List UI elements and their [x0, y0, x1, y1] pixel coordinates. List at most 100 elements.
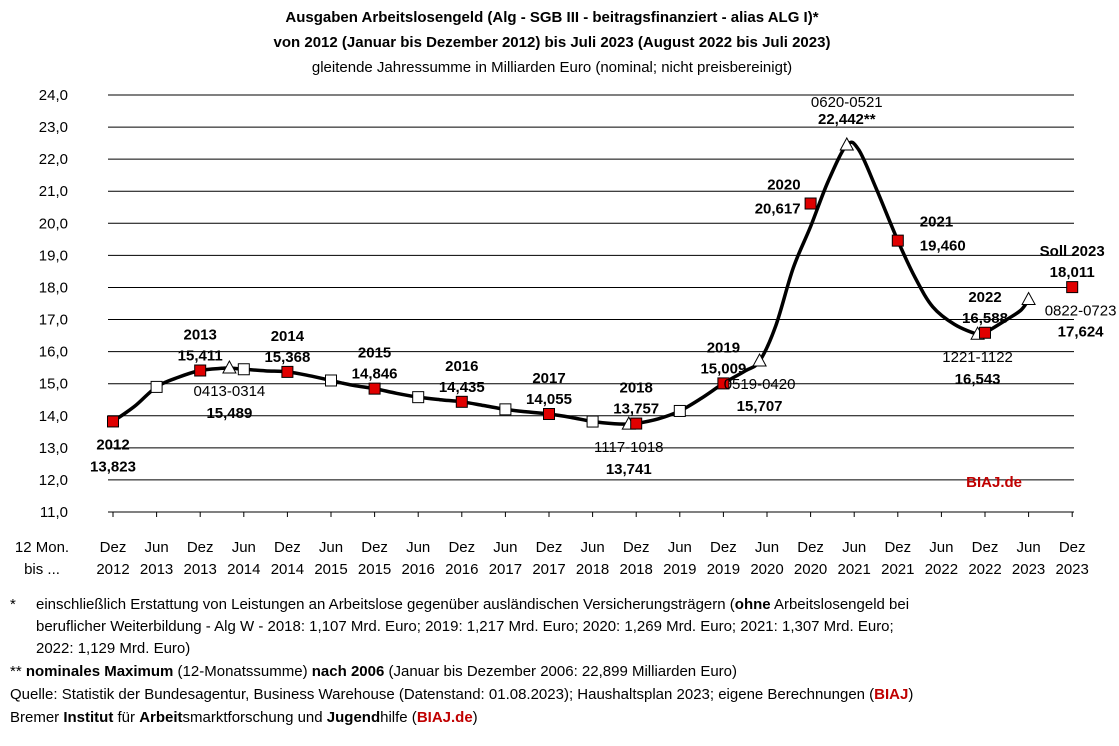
x-tick-label-month: Jun [493, 539, 517, 556]
x-tick-label-year: 2013 [140, 561, 173, 578]
inst-7: hilfe ( [380, 709, 417, 726]
marker-year-end [1066, 281, 1079, 294]
chart: Ausgaben Arbeitslosengeld (Alg - SGB III… [15, 9, 1117, 578]
x-tick-label-month: Jun [406, 539, 430, 556]
footnote-2-text-d: nach 2006 [311, 663, 385, 680]
y-tick-label: 21,0 [39, 183, 68, 200]
x-axis-prefix-line2: bis ... [24, 561, 60, 578]
x-tick-label-month: Jun [145, 539, 169, 556]
watermark: BIAJ.de [966, 474, 1022, 491]
annotation-value: 20,617 [755, 201, 801, 218]
x-tick-label-month: Jun [319, 539, 343, 556]
x-tick-label-month: Jun [755, 539, 779, 556]
annotation-value: 14,055 [526, 391, 572, 408]
marker-year-end [455, 395, 468, 408]
footnote-1-marker: * [10, 596, 16, 613]
annotation-value: 16,543 [955, 371, 1001, 388]
footnote-2-text-b: nominales Maximum [25, 663, 174, 680]
annotation-value: 15,707 [737, 398, 783, 415]
chart-subtitle: gleitende Jahressumme in Milliarden Euro… [312, 59, 792, 76]
marker-june [499, 403, 512, 416]
x-tick-label-month: Jun [842, 539, 866, 556]
x-tick-label-month: Dez [1059, 539, 1086, 556]
x-tick-label-month: Jun [1017, 539, 1041, 556]
x-tick-label-year: 2020 [750, 561, 783, 578]
x-tick-label-year: 2019 [707, 561, 740, 578]
y-tick-label: 12,0 [39, 472, 68, 489]
inst-2: Institut [63, 709, 114, 726]
y-tick-label: 19,0 [39, 247, 68, 264]
x-tick-label-year: 2015 [314, 561, 347, 578]
annotation-label: 1221-1122 [942, 349, 1013, 366]
marker-extremum [752, 352, 767, 367]
marker-june [150, 380, 163, 393]
y-tick-label: 18,0 [39, 279, 68, 296]
x-tick-label-year: 2013 [184, 561, 217, 578]
annotation-value: 15,489 [206, 405, 252, 422]
series-line-path [111, 140, 1031, 426]
x-tick-label-month: Dez [710, 539, 737, 556]
x-tick-label-year: 2014 [271, 561, 304, 578]
annotation-label: 2020 [767, 177, 800, 194]
x-tick-label-year: 2014 [227, 561, 260, 578]
inst-4: Arbeit [139, 709, 183, 726]
marker-year-end [804, 197, 817, 210]
annotation-value: 15,009 [700, 360, 746, 377]
x-tick-label-year: 2023 [1056, 561, 1089, 578]
data-annotations: 2012 13,823 2013 15,411 2014 15,368 2015 14,846… [90, 94, 1116, 478]
annotation-value: 19,460 [920, 238, 966, 255]
x-tick-label-year: 2023 [1012, 561, 1045, 578]
y-axis-ticks: 11,0 12,0 13,0 14,0 15,0 16,0 17,0 18,0 19,0 20,0… [39, 87, 68, 521]
y-tick-label: 15,0 [39, 376, 68, 393]
footnote-2-text-c: (12-Monatssumme) [173, 663, 312, 680]
inst-9: ) [472, 709, 478, 726]
chart-title-line2: von 2012 (Januar bis Dezember 2012) bis … [274, 34, 831, 51]
inst-1: Bremer [10, 709, 64, 726]
x-tick-label-year: 2020 [794, 561, 827, 578]
x-tick-label-month: Dez [536, 539, 563, 556]
y-tick-label: 11,0 [40, 504, 68, 521]
annotation-label: 2014 [271, 328, 305, 345]
x-tick-label-year: 2021 [838, 561, 871, 578]
x-tick-label-year: 2016 [402, 561, 435, 578]
source-close: ) [908, 686, 914, 703]
y-tick-label: 16,0 [39, 344, 68, 361]
annotation-value: 17,624 [1058, 324, 1105, 341]
x-tick-label-month: Dez [797, 539, 824, 556]
footnote-2-text-e: (Januar bis Dezember 2006: 22,899 Millia… [384, 663, 737, 680]
x-tick-label-year: 2017 [532, 561, 565, 578]
annotation-label: 2015 [358, 345, 391, 362]
marker-year-end [543, 408, 555, 421]
gridlines [108, 94, 1074, 513]
annotation-label: 0413-0314 [194, 383, 266, 400]
y-tick-label: 24,0 [39, 87, 68, 104]
x-tick-label-month: Dez [448, 539, 475, 556]
x-tick-label-year: 2015 [358, 561, 391, 578]
annotation-label: 0822-0723 [1045, 303, 1117, 320]
source-text: Quelle: Statistik der Bundesagentur, Bus… [10, 686, 875, 703]
x-tick-label-year: 2018 [620, 561, 653, 578]
marker-june [673, 404, 686, 417]
x-tick-label-year: 2022 [925, 561, 958, 578]
annotation-label: 2019 [707, 339, 740, 356]
annotation-label: 2016 [445, 358, 478, 375]
marker-year-end [107, 415, 119, 428]
marker-year-end [979, 326, 991, 339]
x-tick-label-year: 2022 [968, 561, 1001, 578]
x-tick-label-month: Dez [884, 539, 911, 556]
annotation-value: 13,757 [613, 401, 659, 418]
annotation-label: 2017 [532, 370, 565, 387]
footnote-1: * [10, 594, 16, 616]
x-tick-label-month: Jun [668, 539, 692, 556]
marker-june [586, 415, 599, 428]
inst-biaj-link[interactable]: BIAJ.de [416, 709, 473, 726]
marker-extremum [222, 359, 237, 374]
marker-year-end [194, 364, 207, 377]
y-tick-label: 13,0 [39, 440, 68, 457]
y-tick-label: 20,0 [39, 215, 68, 232]
y-tick-label: 14,0 [39, 408, 68, 425]
footnote-2: ** nominales Maximum (12-Monatssumme) na… [10, 661, 737, 683]
annotation-value: 14,435 [439, 379, 485, 396]
annotation-label: 1117-1018 [594, 439, 664, 456]
annotation-value: 22,442** [818, 111, 876, 128]
